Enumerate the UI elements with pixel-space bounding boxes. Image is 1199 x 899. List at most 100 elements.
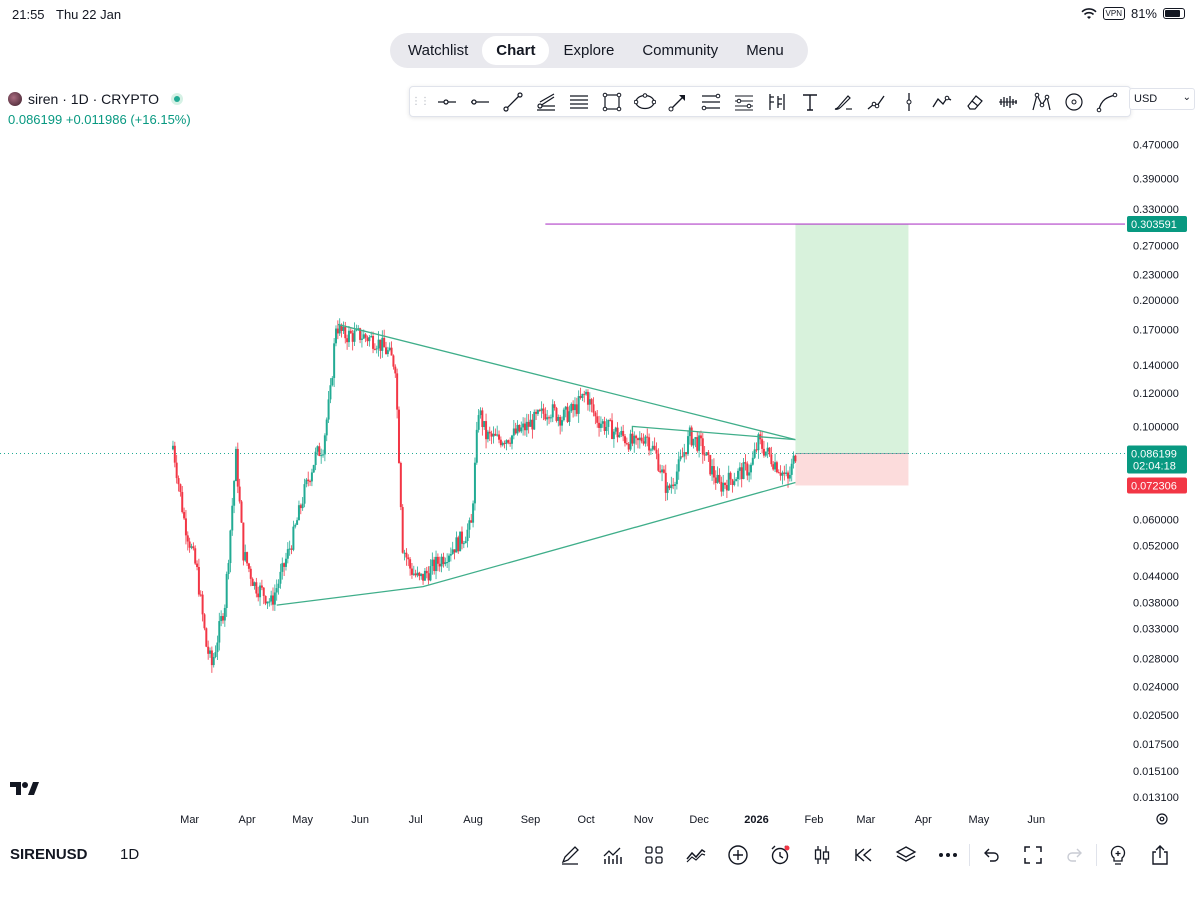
tab-menu[interactable]: Menu [746,42,784,59]
curve-icon[interactable] [1090,87,1123,116]
candle-body [575,404,578,414]
candle-body [181,492,184,513]
status-bar: 21:55 Thu 22 Jan VPN 81% [0,0,1199,30]
polyline-icon[interactable] [925,87,958,116]
target-price-label-bg [1127,216,1187,233]
fullscreen-icon[interactable] [1019,842,1047,868]
candle-body [338,324,341,334]
add-icon[interactable] [724,842,752,868]
candle-body [514,428,517,434]
symbol-header[interactable]: siren · 1D · CRYPTO [8,91,183,107]
tab-chart[interactable]: Chart [482,36,550,65]
candle-body [486,431,489,440]
candle-body [173,445,176,463]
layers-icon[interactable] [892,842,920,868]
candle-body [379,339,382,351]
candle-body [509,442,512,444]
wifi-icon [1080,7,1097,19]
ideas-lightbulb-icon[interactable] [1104,842,1132,868]
candle-body [753,449,756,458]
candle-body [699,435,702,439]
candle-body [444,562,447,565]
candle-body [297,505,300,521]
circle-icon[interactable] [1057,87,1090,116]
text-icon[interactable] [793,87,826,116]
candle-body [397,409,400,463]
price-tick-label: 0.100000 [1133,421,1179,433]
candle-body [203,614,206,629]
inner-trendline [631,425,796,441]
candles-icon[interactable] [808,842,836,868]
long-position-icon[interactable] [760,87,793,116]
candle-body [596,416,599,423]
replay-icon[interactable] [850,842,878,868]
pitchfork-icon[interactable] [529,87,562,116]
fib-extension-icon[interactable] [727,87,760,116]
price-tick-label: 0.200000 [1133,295,1179,307]
redo-icon[interactable] [1061,842,1089,868]
candle-body [659,470,662,473]
price-tick-label: 0.028000 [1133,653,1179,665]
candle-body [573,404,576,411]
candle-body [520,427,523,432]
fib-retracement-icon[interactable] [694,87,727,116]
candle-body [733,481,736,485]
candle-body [423,570,426,581]
layout-grid-icon[interactable] [640,842,668,868]
parallel-channel-icon[interactable] [562,87,595,116]
compare-icon[interactable] [682,842,710,868]
price-chart[interactable]: 0.470000 0.390000 0.330000 0.270000 0.230000… [0,120,1199,830]
candle-body [275,588,278,593]
currency-select[interactable]: USD ⌄ [1129,88,1195,110]
candle-body [448,555,451,562]
candle-body [731,479,734,485]
more-icon[interactable] [934,842,962,868]
brush-icon[interactable] [826,87,859,116]
xabcd-pattern-icon[interactable] [1024,87,1057,116]
tab-community[interactable]: Community [642,42,719,59]
candle-body [479,410,482,416]
eraser-icon[interactable] [958,87,991,116]
candle-body [742,462,745,480]
forecast-icon[interactable] [991,87,1024,116]
drag-handle-icon[interactable]: ⋮⋮ [411,96,430,107]
candle-body [216,642,219,653]
tab-watchlist[interactable]: Watchlist [408,42,469,59]
status-time: 21:55 [12,7,45,22]
candle-body [766,447,769,452]
vertical-line-icon[interactable] [892,87,925,116]
rectangle-icon[interactable] [595,87,628,116]
candle-body [346,338,349,343]
candle-body [385,347,388,355]
alert-clock-icon[interactable] [766,842,794,868]
symbol-name[interactable]: SIRENUSD [10,846,88,863]
candle-body [746,463,749,476]
candle-body [629,433,632,450]
drawing-tools-icon[interactable] [556,842,584,868]
settings-gear-icon[interactable] [1156,813,1168,825]
candle-body [438,563,441,567]
candle-body [570,403,573,412]
candle-body [503,442,506,444]
horizontal-ray-icon[interactable] [430,87,463,116]
arrow-icon[interactable] [661,87,694,116]
interval-label[interactable]: 1D [120,846,140,863]
time-tick-label: Mar [856,814,875,826]
stop-price-label: 0.072306 [1131,480,1177,492]
path-icon[interactable] [859,87,892,116]
ellipse-icon[interactable] [628,87,661,116]
candle-body [679,456,682,460]
undo-icon[interactable] [977,842,1005,868]
indicators-icon[interactable] [598,842,626,868]
tab-explore[interactable]: Explore [563,42,615,59]
candle-body [388,347,391,351]
time-tick-label: Sep [521,814,541,826]
battery-percent: 81% [1130,6,1157,21]
horizontal-line-icon[interactable] [463,87,496,116]
price-tick-label: 0.390000 [1133,173,1179,185]
candle-body [788,474,791,479]
trend-line-icon[interactable] [496,87,529,116]
tradingview-logo-icon [10,782,39,795]
share-icon[interactable] [1146,842,1174,868]
candle-body [744,462,747,464]
